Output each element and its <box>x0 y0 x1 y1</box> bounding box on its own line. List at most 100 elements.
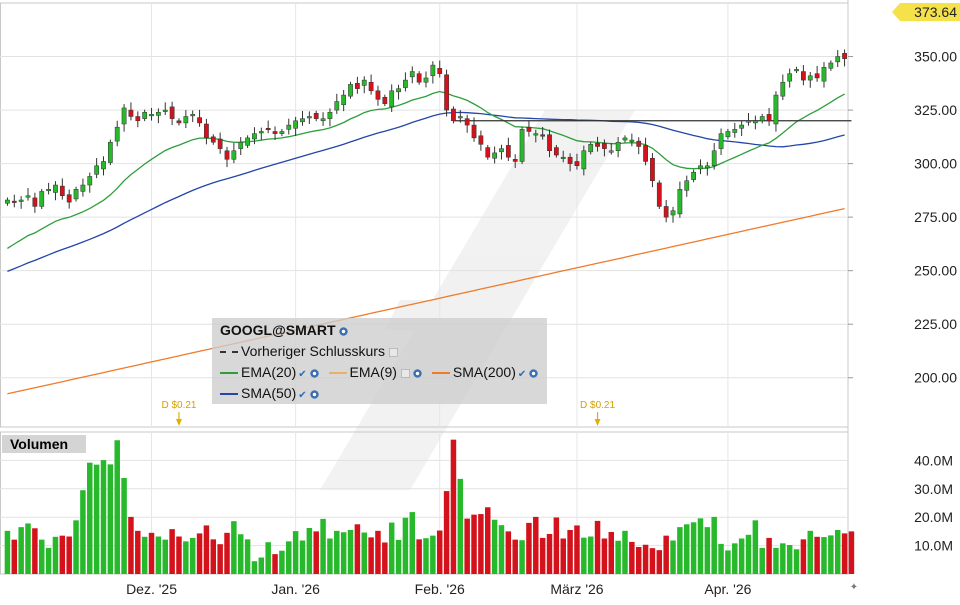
candle <box>279 128 285 137</box>
candle <box>101 156 106 176</box>
volume-bar <box>217 544 223 574</box>
volume-bar <box>313 531 319 574</box>
volume-bar <box>807 530 814 574</box>
price-tick-label: 200.00 <box>914 370 957 386</box>
volume-bar <box>526 522 532 574</box>
toggle-square-icon[interactable] <box>400 368 410 378</box>
check-icon[interactable]: ✔ <box>298 369 307 380</box>
volume-bar <box>553 517 560 574</box>
candle <box>464 114 470 133</box>
candle <box>752 115 758 130</box>
volume-bar <box>450 439 457 574</box>
check-icon[interactable]: ✔ <box>298 390 307 401</box>
price-tick-label: 225.00 <box>914 316 957 332</box>
volume-bar <box>649 548 656 574</box>
volume-bar <box>512 539 518 574</box>
volume-bar <box>416 539 422 574</box>
candle <box>643 137 648 166</box>
volume-bar <box>244 539 251 574</box>
dividend-marker[interactable]: D $0.21 <box>580 400 615 426</box>
check-icon[interactable]: ✔ <box>517 369 527 380</box>
candle <box>162 102 168 115</box>
volume-bar <box>45 547 52 574</box>
settings-icon[interactable] <box>338 326 348 336</box>
volume-tick-label: 20.0M <box>914 509 953 525</box>
candle <box>176 118 182 126</box>
settings-icon[interactable] <box>309 368 319 378</box>
volume-bar <box>697 518 704 574</box>
candle <box>59 178 65 200</box>
volume-bar <box>800 539 807 574</box>
volume-bar <box>711 516 717 574</box>
volume-bar <box>11 539 18 574</box>
candle <box>73 186 79 202</box>
candle <box>519 126 525 165</box>
candle <box>320 112 326 126</box>
candle <box>711 143 717 170</box>
volume-bar <box>793 549 800 574</box>
candle <box>149 107 154 121</box>
candle <box>451 106 456 124</box>
candle <box>355 76 360 94</box>
volume-bar <box>841 533 848 574</box>
volume-bar <box>608 531 615 574</box>
candle <box>217 132 223 154</box>
volume-tick-label: 40.0M <box>914 452 953 468</box>
candle <box>107 139 113 166</box>
scroll-handle-icon[interactable]: ✦ <box>850 582 858 593</box>
legend-sma50[interactable]: SMA(50) ✔ <box>220 385 319 401</box>
candle <box>53 181 58 201</box>
volume-bar <box>594 520 601 574</box>
volume-bar <box>292 531 299 574</box>
volume-bar <box>196 533 203 574</box>
candle <box>588 141 594 155</box>
candle <box>732 122 738 138</box>
candle <box>403 72 408 92</box>
candle <box>636 137 642 155</box>
volume-bar <box>642 544 649 574</box>
candle <box>114 120 120 147</box>
candle <box>238 137 244 156</box>
legend[interactable]: GOOGL@SMART Vorheriger Schlusskurs EMA(2… <box>212 318 547 404</box>
candle <box>492 146 497 164</box>
legend-title: GOOGL@SMART <box>220 322 336 338</box>
candle <box>787 68 793 88</box>
candle <box>258 127 264 141</box>
price-tick-label: 275.00 <box>914 209 957 225</box>
volume-bar <box>38 539 45 574</box>
dividend-marker[interactable]: D $0.21 <box>161 400 197 426</box>
candle <box>327 108 333 127</box>
candle <box>286 118 292 135</box>
x-tick-label: Feb. '26 <box>415 581 465 597</box>
legend-ema9[interactable]: EMA(9) <box>328 364 422 380</box>
toggle-square-icon[interactable] <box>388 347 398 357</box>
volume-bar <box>155 536 162 574</box>
volume-bar <box>93 464 100 574</box>
candle <box>128 102 134 121</box>
sma50-line <box>7 111 845 273</box>
candle <box>300 110 305 126</box>
candle <box>265 120 271 134</box>
candle <box>169 101 175 126</box>
settings-icon[interactable] <box>529 368 539 378</box>
volume-bar <box>485 507 491 574</box>
candle <box>32 192 38 213</box>
candle <box>801 65 806 86</box>
volume-bar <box>4 530 11 574</box>
candle <box>361 76 367 94</box>
candle <box>698 159 703 175</box>
candle <box>794 66 799 74</box>
volume-bar <box>409 512 416 574</box>
legend-ema20[interactable]: EMA(20) ✔ <box>220 364 319 380</box>
candle <box>430 61 436 84</box>
volume-bar <box>382 542 388 574</box>
settings-icon[interactable] <box>412 368 422 378</box>
volume-bar <box>478 514 484 574</box>
legend-prev-close[interactable]: Vorheriger Schlusskurs <box>220 343 398 359</box>
candle <box>293 116 299 136</box>
legend-sma200[interactable]: SMA(200) ✔ <box>431 364 539 380</box>
settings-icon[interactable] <box>309 389 319 399</box>
candle <box>190 110 196 123</box>
volume-bar <box>258 557 265 574</box>
